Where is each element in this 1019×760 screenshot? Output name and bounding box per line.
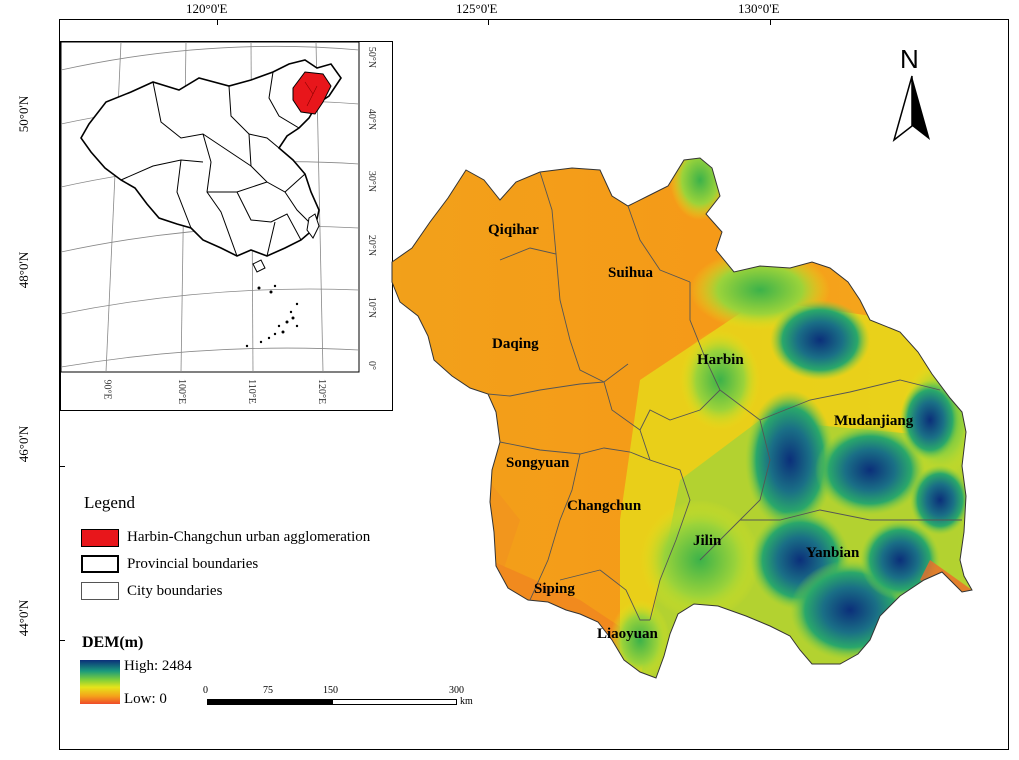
inset-map: 50°N 40°N 30°N 20°N 10°N 0° 90°E 100°E 1… — [60, 41, 393, 411]
scalebar-unit: km — [460, 696, 473, 707]
tick — [59, 466, 65, 467]
dem-low-label: Low: 0 — [124, 691, 167, 707]
inset-map-svg — [61, 42, 360, 373]
tick — [59, 640, 65, 641]
lon-label-120: 120°0'E — [186, 1, 228, 16]
dem-title: DEM(m) — [82, 634, 144, 651]
legend-label-province: Provincial boundaries — [127, 556, 259, 572]
legend-label-agglomeration: Harbin-Changchun urban agglomeration — [127, 529, 371, 545]
tick — [488, 19, 489, 25]
city-label-yanbian: Yanbian — [806, 545, 860, 561]
legend-swatch-city — [81, 582, 119, 600]
region-outline — [391, 157, 973, 679]
inset-provinces — [120, 71, 316, 257]
china-outline — [80, 59, 342, 257]
legend-label-city: City boundaries — [127, 583, 223, 599]
legend-title: Legend — [84, 493, 135, 512]
dem-ramp — [80, 660, 120, 704]
north-arrow: N — [890, 44, 934, 142]
island — [306, 213, 320, 239]
city-label-harbin: Harbin — [697, 352, 744, 368]
city-label-songyuan: Songyuan — [506, 455, 570, 471]
scalebar-tick-0: 0 — [203, 685, 208, 696]
scalebar-tick-75: 75 — [263, 685, 273, 696]
city-label-mudanjiang: Mudanjiang — [834, 413, 914, 429]
city-label-daqing: Daqing — [492, 336, 539, 352]
legend-swatch-agglomeration — [81, 529, 119, 547]
map-frame — [59, 19, 1009, 750]
island — [252, 259, 266, 273]
city-label-liaoyuan: Liaoyuan — [597, 626, 658, 642]
city-label-suihua: Suihua — [608, 265, 654, 281]
lon-label-125: 125°0'E — [456, 1, 498, 16]
north-arrow-icon — [892, 75, 930, 142]
city-label-jilin: Jilin — [693, 533, 722, 549]
scalebar-tick-300: 300 — [449, 685, 464, 696]
lon-label-130: 130°0'E — [738, 1, 780, 16]
city-label-changchun: Changchun — [567, 498, 642, 514]
scalebar — [207, 699, 457, 705]
south-sea-islands — [245, 284, 299, 348]
scalebar-tick-150: 150 — [323, 685, 338, 696]
tick — [770, 19, 771, 25]
tick — [217, 19, 218, 25]
dem-high-label: High: 2484 — [124, 658, 192, 674]
city-boundaries — [487, 171, 962, 621]
city-label-siping: Siping — [534, 581, 575, 597]
legend-swatch-province — [81, 555, 119, 573]
city-label-qiqihar: Qiqihar — [488, 222, 539, 238]
north-label: N — [900, 44, 919, 74]
